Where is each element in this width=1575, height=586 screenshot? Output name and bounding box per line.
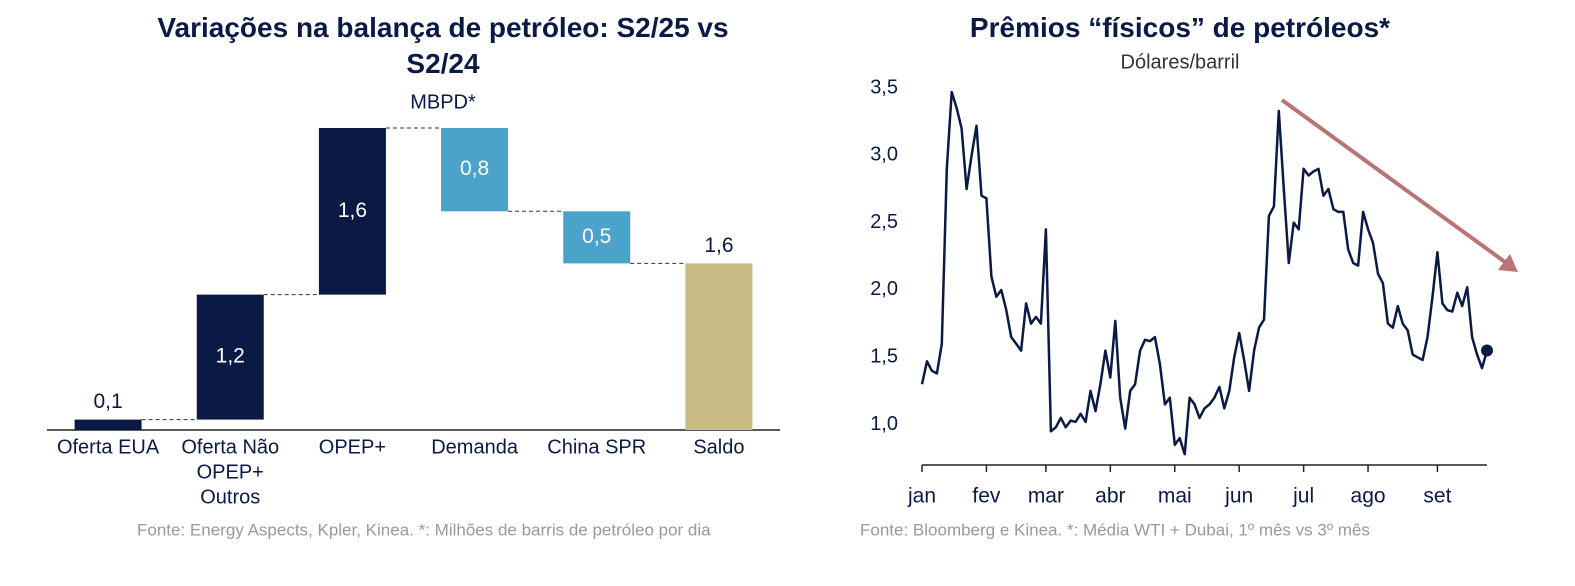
y-tick-label: 3,0	[870, 144, 898, 166]
bar	[74, 419, 142, 430]
x-tick-label: OPEP+	[319, 436, 386, 458]
y-tick-label: 2,5	[870, 211, 898, 233]
y-tick-label: 3,5	[870, 76, 898, 98]
data-label: 1,6	[704, 234, 733, 257]
bar	[685, 263, 753, 430]
x-tick-label: Saldo	[693, 436, 744, 458]
bar	[196, 294, 264, 420]
data-label: 0,1	[93, 390, 122, 413]
data-label: 1,2	[216, 345, 245, 368]
x-tick-label: jan	[907, 485, 936, 508]
chart-title: Prêmios “físicos” de petróleos*	[969, 12, 1391, 43]
x-tick-label: fev	[972, 485, 1001, 508]
x-tick-label: Oferta Não	[181, 436, 279, 458]
data-label: 0,5	[582, 225, 611, 248]
chart-subtitle: MBPD*	[410, 91, 476, 113]
x-tick-label: jun	[1224, 485, 1253, 508]
trend-arrow-head	[1498, 254, 1518, 272]
x-tick-label: ago	[1351, 485, 1386, 508]
y-tick-label: 2,0	[870, 278, 898, 300]
x-tick-label: mar	[1028, 485, 1064, 508]
x-tick-label: mai	[1158, 485, 1192, 508]
x-tick-label: Outros	[200, 486, 260, 508]
chart-subtitle: Dólares/barril	[1121, 51, 1240, 73]
x-tick-label: abr	[1095, 485, 1125, 508]
bar	[318, 128, 386, 295]
bar	[441, 128, 509, 212]
data-label: 0,8	[460, 157, 489, 180]
footnote: Fonte: Bloomberg e Kinea. *: Média WTI +…	[860, 520, 1370, 539]
bar	[563, 211, 631, 264]
x-tick-label: OPEP+	[197, 461, 264, 483]
y-tick-label: 1,5	[870, 346, 898, 368]
x-tick-label: jul	[1292, 485, 1314, 508]
chart-title: Variações na balança de petróleo: S2/25 …	[157, 12, 729, 79]
line	[920, 90, 1489, 456]
x-tick-label: China SPR	[547, 436, 646, 458]
data-label: 1,6	[338, 199, 367, 222]
footnote: Fonte: Energy Aspects, Kpler, Kinea. *: …	[137, 520, 711, 539]
x-tick-label: set	[1423, 485, 1451, 508]
end-marker	[1481, 344, 1493, 357]
x-tick-label: Demanda	[431, 436, 519, 458]
x-tick-label: Oferta EUA	[57, 436, 160, 458]
trend-arrow	[1280, 98, 1507, 264]
y-tick-label: 1,0	[870, 413, 898, 435]
